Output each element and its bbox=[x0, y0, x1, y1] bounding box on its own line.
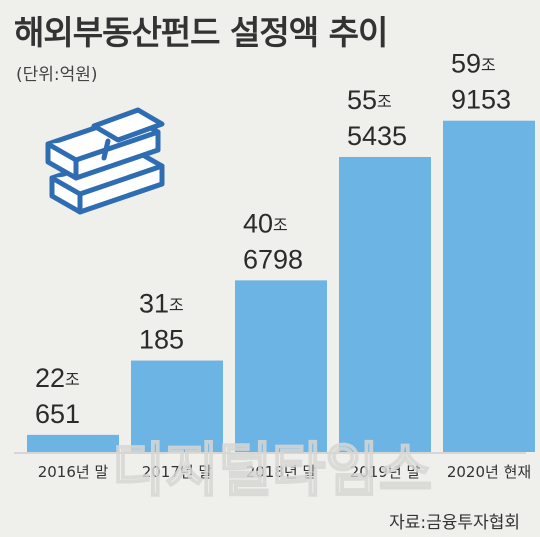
bar-2 bbox=[235, 280, 327, 452]
value-label-jo-0: 22조 bbox=[35, 363, 80, 393]
value-label-eok-0: 651 bbox=[35, 399, 80, 429]
source-label: 자료:금융투자협회 bbox=[389, 513, 520, 533]
value-label-jo-2: 40조 bbox=[243, 208, 288, 238]
value-label-eok-1: 185 bbox=[139, 325, 184, 355]
money-stack-icon bbox=[45, 107, 165, 215]
value-label-eok-4: 9153 bbox=[451, 85, 511, 115]
category-label-2: 2018년 말 bbox=[246, 463, 317, 481]
category-label-3: 2019년 말 bbox=[350, 463, 421, 481]
bar-0 bbox=[27, 434, 119, 452]
category-label-4: 2020년 현재 bbox=[447, 463, 531, 481]
value-label-jo-1: 31조 bbox=[139, 289, 184, 319]
value-label-jo-4: 59조 bbox=[451, 49, 496, 79]
category-label-0: 2016년 말 bbox=[38, 463, 109, 481]
value-label-eok-3: 5435 bbox=[347, 121, 407, 151]
category-label-1: 2017년 말 bbox=[142, 463, 213, 481]
chart-title: 해외부동산펀드 설정액 추이 bbox=[14, 13, 388, 52]
value-label-jo-3: 55조 bbox=[347, 85, 392, 115]
bar-3 bbox=[339, 156, 431, 452]
bar-4 bbox=[443, 120, 535, 453]
unit-label: (단위:억원) bbox=[16, 65, 98, 85]
value-label-eok-2: 6798 bbox=[243, 244, 303, 274]
bar-1 bbox=[131, 360, 223, 452]
